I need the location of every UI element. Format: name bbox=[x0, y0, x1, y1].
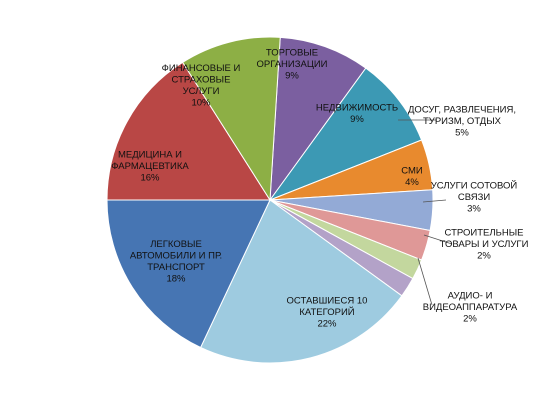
slice-name: ТОРГОВЫЕ bbox=[266, 48, 318, 59]
leader-line bbox=[417, 257, 433, 306]
pie-slice bbox=[269, 36, 367, 202]
slice-label: ЛЕГКОВЫЕ АВТОМОБИЛИ И ПР. ТРАНСПОРТ 18% bbox=[130, 239, 222, 284]
slice-name: ВИДЕОАППАРАТУРА bbox=[423, 302, 518, 313]
slice-percent: 16% bbox=[140, 173, 160, 184]
pie-slices bbox=[106, 36, 434, 364]
slice-name: СМИ bbox=[401, 165, 423, 176]
slice-name: СВЯЗИ bbox=[458, 192, 490, 203]
pie-slice bbox=[106, 61, 271, 201]
slice-name: ОСТАВШИЕСЯ 10 bbox=[287, 296, 368, 307]
pie-slice bbox=[106, 199, 271, 349]
slice-name: УСЛУГИ СОТОВОЙ bbox=[431, 180, 518, 192]
slice-name: ЛЕГКОВЫЕ bbox=[150, 239, 202, 250]
slice-label: ДОСУГ, РАЗВЛЕЧЕНИЯ, ТУРИЗМ, ОТДЫХ 5% bbox=[408, 105, 516, 139]
slice-name: УСЛУГИ bbox=[183, 86, 220, 97]
slice-percent: 10% bbox=[191, 97, 211, 108]
leader-line bbox=[422, 199, 447, 203]
slice-name: ФИНАНСОВЫЕ И bbox=[162, 63, 241, 74]
slice-percent: 2% bbox=[477, 251, 491, 262]
slice-name: ДОСУГ, РАЗВЛЕЧЕНИЯ, bbox=[408, 105, 516, 116]
slice-labels: ТОРГОВЫЕ ОРГАНИЗАЦИИ 9%НЕДВИЖИМОСТЬ 9%ДОСУГ… bbox=[111, 48, 528, 330]
slice-label: СМИ 4% bbox=[401, 165, 423, 188]
slice-percent: 5% bbox=[455, 128, 469, 139]
slice-label: УСЛУГИ СОТОВОЙ СВЯЗИ 3% bbox=[431, 180, 518, 215]
slice-name: СТРАХОВЫЕ bbox=[172, 74, 231, 85]
slice-percent: 4% bbox=[405, 177, 419, 188]
pie-slice bbox=[268, 67, 423, 202]
slice-label: ФИНАНСОВЫЕ И СТРАХОВЫЕ УСЛУГИ 10% bbox=[162, 63, 241, 109]
slice-name: ТОВАРЫ И УСЛУГИ bbox=[440, 239, 529, 250]
leader-lines bbox=[398, 119, 453, 306]
slice-name: АУДИО- И bbox=[448, 291, 493, 302]
slice-label: МЕДИЦИНА И ФАРМАЦЕВТИКА 16% bbox=[111, 150, 189, 184]
slice-percent: 22% bbox=[317, 319, 337, 330]
slice-label: ОСТАВШИЕСЯ 10 КАТЕГОРИЙ 22% bbox=[287, 296, 368, 330]
slice-name: ФАРМАЦЕВТИКА bbox=[111, 161, 189, 172]
slice-label: СТРОИТЕЛЬНЫЕ ТОВАРЫ И УСЛУГИ 2% bbox=[440, 228, 529, 262]
slice-name: ТРАНСПОРТ bbox=[147, 262, 205, 273]
slice-name: АВТОМОБИЛИ И ПР. bbox=[130, 250, 222, 261]
leader-line bbox=[423, 234, 453, 245]
slice-name: МЕДИЦИНА И bbox=[118, 150, 182, 161]
slice-label: НЕДВИЖИМОСТЬ 9% bbox=[316, 102, 398, 125]
slice-percent: 9% bbox=[285, 71, 299, 82]
slice-percent: 9% bbox=[350, 114, 364, 125]
slice-label: ТОРГОВЫЕ ОРГАНИЗАЦИИ 9% bbox=[256, 48, 327, 82]
slice-percent: 18% bbox=[166, 273, 186, 284]
slice-label: АУДИО- И ВИДЕОАППАРАТУРА 2% bbox=[423, 291, 518, 325]
pie-slice bbox=[181, 36, 281, 202]
slice-percent: 2% bbox=[463, 314, 477, 325]
slice-name: КАТЕГОРИЙ bbox=[299, 306, 354, 318]
slice-name: НЕДВИЖИМОСТЬ bbox=[316, 102, 398, 113]
slice-name: СТРОИТЕЛЬНЫЕ bbox=[445, 228, 524, 239]
slice-percent: 3% bbox=[467, 204, 481, 215]
slice-name: ОРГАНИЗАЦИИ bbox=[256, 59, 327, 70]
slice-name: ТУРИЗМ, ОТДЫХ bbox=[423, 116, 502, 127]
